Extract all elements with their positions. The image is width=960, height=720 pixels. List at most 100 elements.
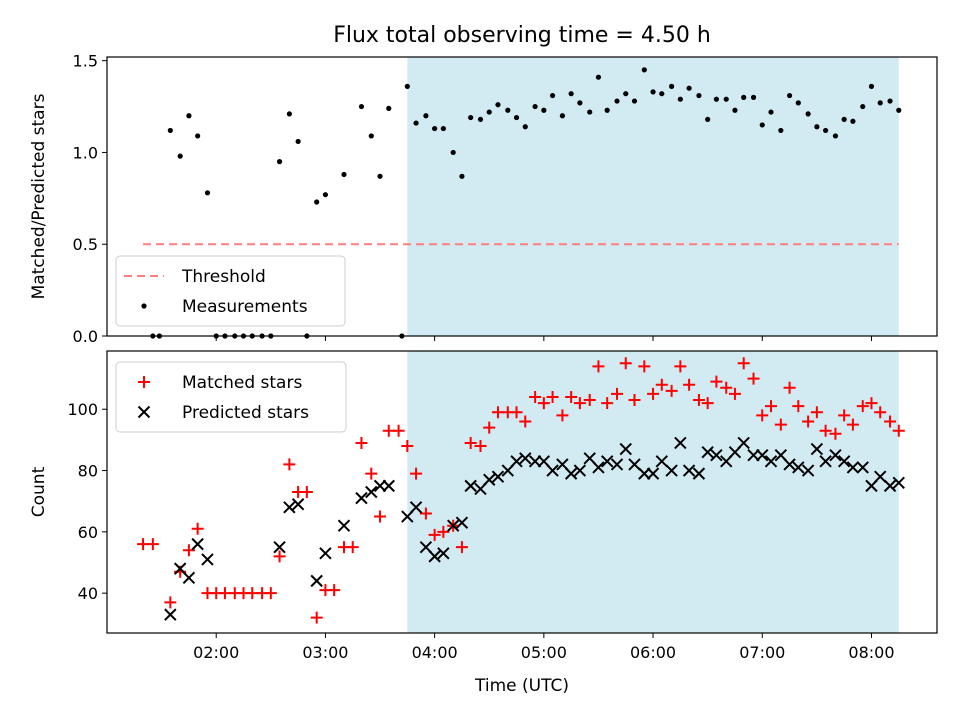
data-point	[659, 91, 665, 97]
data-point	[177, 153, 183, 159]
data-point	[377, 173, 383, 179]
legend-plus-swatch	[138, 376, 150, 388]
data-point	[319, 547, 332, 560]
data-point	[768, 109, 774, 115]
data-point	[682, 464, 696, 477]
data-point	[647, 387, 660, 400]
data-point	[783, 458, 796, 471]
data-point	[786, 92, 793, 99]
x-tick-label: 07:00	[739, 643, 785, 662]
data-point	[669, 83, 675, 89]
data-point	[164, 596, 177, 609]
legend-dot-swatch	[141, 303, 147, 309]
data-point	[856, 400, 869, 413]
data-point	[455, 541, 468, 554]
data-point	[838, 409, 851, 422]
x-tick-label: 08:00	[848, 643, 894, 662]
data-point	[464, 479, 477, 493]
y-tick-label: 60	[78, 523, 98, 542]
data-point	[650, 89, 656, 95]
data-point	[868, 83, 875, 89]
data-point	[341, 171, 347, 178]
data-point	[510, 406, 523, 419]
data-point	[519, 452, 532, 465]
x-tick-label: 04:00	[412, 643, 458, 662]
data-point	[386, 105, 392, 111]
data-point	[646, 467, 660, 480]
data-point	[428, 528, 441, 541]
data-point	[774, 418, 787, 431]
data-point	[732, 107, 738, 113]
data-point	[756, 449, 769, 462]
data-point	[146, 538, 159, 551]
y-tick-label: 0.0	[73, 327, 98, 346]
plot-panels: 0.0 0.5 1.0 1.5 Matched/Predicted stars Thres…	[29, 52, 938, 662]
data-point	[291, 498, 305, 511]
data-point	[701, 397, 714, 410]
data-point	[365, 485, 378, 499]
data-point	[765, 400, 777, 413]
data-point	[655, 378, 668, 391]
x-tick-label: 03:00	[302, 643, 348, 662]
legend-x-swatch	[137, 405, 151, 419]
data-point	[583, 394, 596, 407]
data-point	[710, 375, 723, 388]
data-point	[182, 571, 196, 585]
data-point	[537, 397, 550, 410]
data-point	[276, 159, 283, 165]
y-tick-label: 1.5	[73, 52, 98, 71]
data-point	[720, 381, 733, 394]
data-point	[877, 100, 883, 106]
data-point	[728, 387, 741, 400]
data-point	[328, 584, 341, 597]
data-point	[295, 138, 301, 145]
data-point	[750, 94, 757, 100]
data-point	[874, 470, 887, 483]
data-point	[846, 461, 860, 474]
legend: Matched stars Predicted stars	[115, 361, 347, 433]
data-point	[887, 98, 893, 104]
data-point	[628, 394, 641, 407]
data-point	[801, 464, 815, 477]
data-point	[884, 415, 897, 428]
legend-label: Threshold	[181, 267, 266, 287]
data-point	[610, 458, 624, 471]
data-point	[204, 190, 211, 196]
data-point	[805, 111, 811, 117]
data-point	[546, 390, 559, 403]
axes-frame	[106, 350, 938, 634]
data-point	[355, 491, 368, 505]
data-point	[841, 116, 847, 123]
data-point	[392, 424, 405, 437]
data-point	[510, 455, 523, 468]
data-point	[713, 96, 719, 102]
data-point	[495, 102, 501, 108]
data-point	[850, 118, 856, 124]
x-tick-label: 06:00	[630, 643, 676, 662]
data-point	[696, 92, 702, 99]
data-point	[819, 455, 832, 468]
data-point	[701, 445, 714, 459]
data-point	[601, 397, 614, 410]
data-point	[686, 85, 692, 91]
data-point	[819, 424, 832, 437]
data-point	[300, 486, 313, 498]
data-point	[587, 109, 593, 115]
data-point	[556, 409, 569, 422]
series-plus	[137, 357, 905, 624]
data-point	[592, 461, 605, 474]
data-point	[374, 510, 387, 523]
data-point	[674, 436, 687, 450]
data-point	[410, 467, 423, 480]
data-point	[614, 98, 620, 104]
data-point	[747, 372, 760, 385]
data-point	[832, 133, 839, 139]
data-point	[802, 415, 815, 428]
data-point	[619, 357, 632, 370]
data-point	[883, 479, 897, 493]
data-point	[401, 440, 414, 453]
data-point	[346, 541, 359, 554]
legend: Threshold Measurements	[115, 255, 346, 327]
data-point	[759, 122, 765, 128]
